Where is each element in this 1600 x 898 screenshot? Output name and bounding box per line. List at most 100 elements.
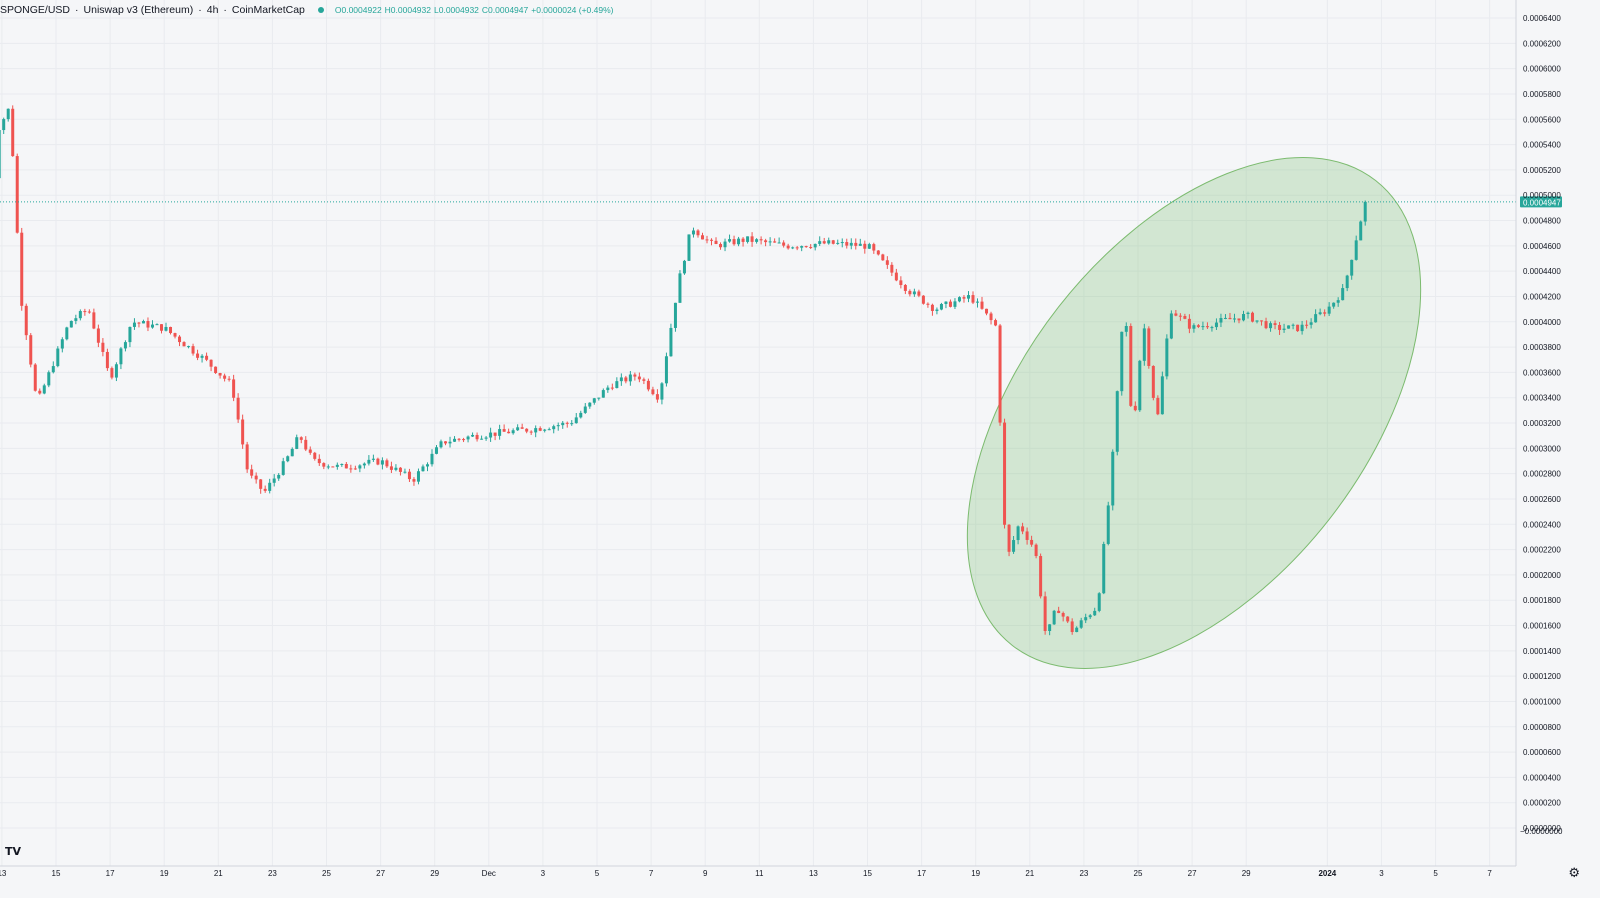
candle-body xyxy=(840,242,844,244)
candle-body xyxy=(912,291,916,295)
candle-body xyxy=(520,427,524,429)
candle-body xyxy=(750,236,754,242)
candle-body xyxy=(380,460,384,465)
candle-body xyxy=(610,387,614,389)
candle-body xyxy=(119,348,123,365)
candle-body xyxy=(619,377,623,382)
candle-body xyxy=(407,471,411,480)
candle-body xyxy=(0,130,1,179)
candle-body xyxy=(872,244,876,251)
candle-body xyxy=(876,250,880,255)
candle-body xyxy=(948,301,952,307)
candle-body xyxy=(480,438,484,440)
candle-body xyxy=(1075,627,1079,633)
candle-body xyxy=(1314,314,1318,323)
candle-body xyxy=(1327,306,1331,314)
candle-body xyxy=(232,379,236,398)
candle-body xyxy=(565,422,569,424)
candle-body xyxy=(845,242,849,246)
x-tick-label: 5 xyxy=(595,869,600,878)
candle-body xyxy=(1300,324,1304,332)
candle-body xyxy=(831,240,835,244)
tradingview-logo-icon[interactable]: TV xyxy=(5,845,22,858)
candle-body xyxy=(146,321,150,328)
candle-body xyxy=(92,312,96,329)
candle-body xyxy=(994,320,998,326)
candle-body xyxy=(87,311,91,313)
candle-body xyxy=(953,301,957,307)
candle-body xyxy=(331,466,335,468)
candle-body xyxy=(1323,312,1327,314)
candle-body xyxy=(858,243,862,246)
y-tick-label: 0.0006200 xyxy=(1523,39,1561,48)
y-tick-label: −0.0000000 xyxy=(1520,827,1563,836)
candle-body xyxy=(65,327,69,340)
candle-body xyxy=(2,119,6,131)
chart-header: SPONGE/USD · Uniswap v3 (Ethereum) · 4h … xyxy=(0,4,614,16)
candle-body xyxy=(926,303,930,305)
candle-body xyxy=(1138,360,1142,411)
y-tick-label: 0.0004800 xyxy=(1523,217,1561,226)
candle-body xyxy=(69,320,73,328)
candle-body xyxy=(507,431,511,434)
candle-body xyxy=(822,241,826,244)
y-tick-label: 0.0002400 xyxy=(1523,520,1561,529)
candle-body xyxy=(191,346,195,354)
candle-body xyxy=(795,247,799,249)
candle-body xyxy=(209,359,213,367)
candle-body xyxy=(56,348,60,367)
candle-body xyxy=(457,438,461,440)
candle-body xyxy=(1052,610,1056,625)
candle-body xyxy=(241,419,245,445)
candle-body xyxy=(430,453,434,465)
interval-label[interactable]: 4h xyxy=(206,4,219,16)
y-tick-label: 0.0003800 xyxy=(1523,343,1561,352)
candle-body xyxy=(1237,318,1241,321)
candle-body xyxy=(159,324,163,331)
candle-body xyxy=(11,108,15,157)
candle-body xyxy=(313,452,317,459)
candle-body xyxy=(299,437,303,440)
candle-body xyxy=(1341,288,1345,301)
candle-body xyxy=(759,239,763,241)
gear-icon[interactable]: ⚙ xyxy=(1568,866,1580,881)
candle-body xyxy=(123,342,127,349)
candle-body xyxy=(985,308,989,314)
symbol-name[interactable]: SPONGE/USD xyxy=(0,4,71,16)
candle-body xyxy=(1183,315,1187,319)
candle-body xyxy=(6,108,10,120)
candle-body xyxy=(962,297,966,299)
candle-body xyxy=(633,374,637,377)
candle-body xyxy=(1066,616,1070,622)
candle-body xyxy=(777,242,781,244)
x-tick-label: Dec xyxy=(482,869,496,878)
candle-body xyxy=(169,326,173,334)
candle-body xyxy=(1223,317,1227,319)
candle-body xyxy=(200,355,204,358)
y-tick-label: 0.0005000 xyxy=(1523,191,1561,200)
candle-body xyxy=(29,335,33,365)
candle-body xyxy=(1025,531,1029,540)
candle-body xyxy=(1043,596,1047,632)
candle-body xyxy=(1232,318,1236,320)
candle-body xyxy=(637,376,641,380)
x-tick-label: 23 xyxy=(1079,869,1088,878)
candle-body xyxy=(944,301,948,304)
exchange-name: Uniswap v3 (Ethereum) xyxy=(83,4,194,16)
candle-body xyxy=(371,458,375,460)
candle-body xyxy=(15,156,19,233)
candle-body xyxy=(592,398,596,403)
candle-body xyxy=(281,461,285,475)
candle-body xyxy=(687,234,691,261)
candle-body xyxy=(74,318,78,321)
candle-body xyxy=(322,463,326,467)
candle-body xyxy=(574,417,578,424)
candle-body xyxy=(691,230,695,235)
candle-body xyxy=(1003,422,1007,525)
candle-body xyxy=(1273,323,1277,325)
candle-body xyxy=(989,313,993,321)
candle-body xyxy=(642,379,646,381)
candle-body xyxy=(1345,275,1349,289)
